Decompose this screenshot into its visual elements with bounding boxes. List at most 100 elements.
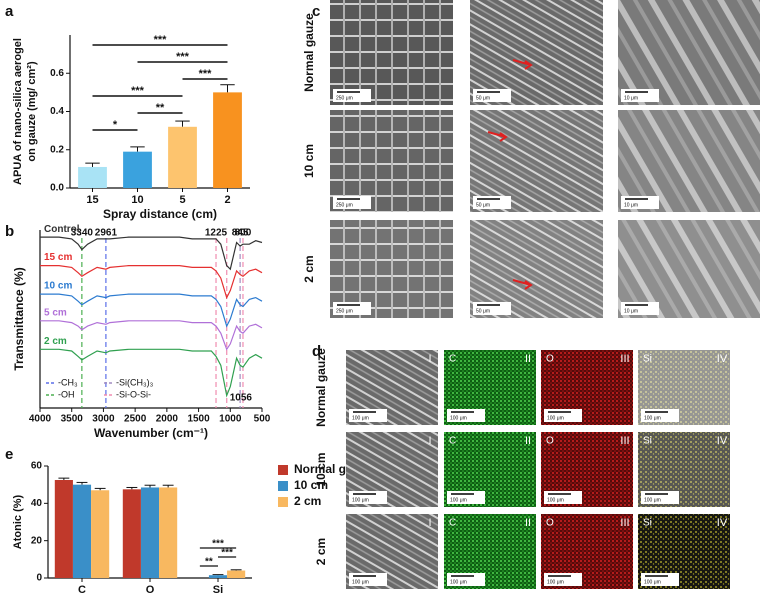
error-bar	[220, 84, 235, 93]
bar	[168, 126, 197, 188]
bar	[91, 490, 110, 578]
numeral: III	[620, 517, 629, 529]
series-label: 15 cm	[44, 252, 72, 263]
sem-image	[330, 220, 453, 318]
element-label: Si	[643, 436, 652, 447]
sem-image	[330, 110, 453, 212]
series-label: 2 cm	[44, 336, 67, 347]
legend-label: -OH	[58, 389, 75, 399]
element-label: C	[449, 518, 456, 529]
x-tick-label: 500	[254, 414, 271, 425]
row-label: Normal gauze	[302, 13, 316, 92]
sem-image	[618, 110, 760, 212]
scale-bar-label: 50 μm	[476, 202, 490, 208]
legend-label: 2 cm	[294, 494, 321, 508]
x-tick-label: 2500	[124, 414, 147, 425]
x-tick-label: 15	[86, 194, 98, 206]
y-tick-label: 0.6	[50, 68, 64, 79]
scale-bar-label: 100 μm	[644, 415, 661, 421]
scale-bar-label: 100 μm	[352, 415, 369, 421]
scale-bar-label: 250 μm	[336, 202, 353, 208]
sem-image	[330, 0, 453, 105]
legend-label: -Si(CH₃)₃	[116, 377, 154, 387]
error-bar	[126, 486, 138, 490]
numeral: I	[428, 353, 431, 365]
element-label: Si	[643, 354, 652, 365]
y-axis-label: APUA of nano-silica aerogel	[12, 38, 24, 185]
scale-bar-label: 100 μm	[450, 415, 467, 421]
y-tick-label: 20	[31, 535, 43, 546]
annotation-label: 3340	[71, 228, 94, 239]
numeral: IV	[717, 435, 728, 447]
scale-bar-label: 100 μm	[547, 579, 564, 585]
y-axis-label: Atonic (%)	[12, 494, 24, 549]
scale-bar-label: 100 μm	[450, 497, 467, 503]
numeral: II	[525, 435, 531, 447]
error-bar	[175, 120, 190, 127]
x-tick-label: 3500	[61, 414, 84, 425]
numeral: I	[428, 435, 431, 447]
row-label: Normal gauze	[314, 348, 328, 427]
significance-label: ***	[212, 539, 224, 550]
red-arrow	[512, 59, 533, 70]
y-axis-label: on gauze (mg/ cm²)	[26, 61, 38, 162]
row-label: 10 cm	[314, 452, 328, 486]
y-axis-label: Transmittance (%)	[12, 267, 26, 370]
series-label: Control	[44, 224, 80, 235]
numeral: IV	[717, 517, 728, 529]
sem-image	[470, 0, 603, 105]
x-tick-label: 2	[224, 194, 230, 206]
error-bar	[58, 477, 70, 480]
y-tick-label: 60	[31, 461, 43, 472]
scale-bar-label: 100 μm	[547, 415, 564, 421]
panel-letter: b	[5, 223, 14, 240]
y-tick-label: 0.2	[50, 144, 64, 155]
row-label: 10 cm	[302, 144, 316, 178]
legend-label: -CH₃	[58, 377, 78, 387]
x-tick-label: 5	[179, 194, 185, 206]
error-bar	[230, 569, 242, 571]
legend-swatch	[278, 465, 288, 475]
bar	[54, 480, 73, 578]
numeral: III	[620, 353, 629, 365]
y-tick-label: 0.4	[50, 106, 64, 117]
x-tick-label: 4000	[29, 414, 52, 425]
spectrum-line	[40, 265, 263, 300]
x-tick-label: Si	[213, 584, 223, 595]
sem-image	[470, 220, 603, 318]
y-tick-label: 40	[31, 498, 43, 509]
error-bar	[144, 484, 156, 488]
x-tick-label: 1000	[219, 414, 242, 425]
x-tick-label: 2000	[156, 414, 179, 425]
bar	[72, 484, 92, 578]
numeral: II	[525, 353, 531, 365]
panel-letter: d	[312, 343, 321, 360]
element-label: C	[449, 436, 456, 447]
numeral: IV	[717, 353, 728, 365]
spectrum-line	[40, 348, 263, 398]
legend-label: 10 cm	[294, 478, 328, 492]
legend-swatch	[278, 497, 288, 507]
legend-swatch	[278, 481, 288, 491]
panel-letter: e	[5, 446, 13, 463]
x-tick-label: 3000	[92, 414, 115, 425]
significance-label: ***	[154, 34, 168, 46]
y-tick-label: 0.0	[50, 183, 64, 194]
panel-letter: a	[5, 3, 14, 20]
numeral: III	[620, 435, 629, 447]
spectrum-line	[40, 236, 263, 271]
x-axis-label: Spray distance (cm)	[103, 207, 217, 221]
sem-image	[618, 0, 760, 105]
error-bar	[94, 487, 106, 491]
bar	[123, 151, 152, 188]
panel-letter: c	[312, 3, 320, 20]
series-label: 10 cm	[44, 281, 72, 292]
red-arrow	[512, 279, 533, 290]
x-tick-label: 1500	[187, 414, 210, 425]
annotation-label: 800	[235, 228, 252, 239]
error-bar	[85, 162, 100, 167]
scale-bar-label: 250 μm	[336, 95, 353, 101]
element-label: Si	[643, 518, 652, 529]
scale-bar-label: 10 μm	[624, 308, 638, 314]
